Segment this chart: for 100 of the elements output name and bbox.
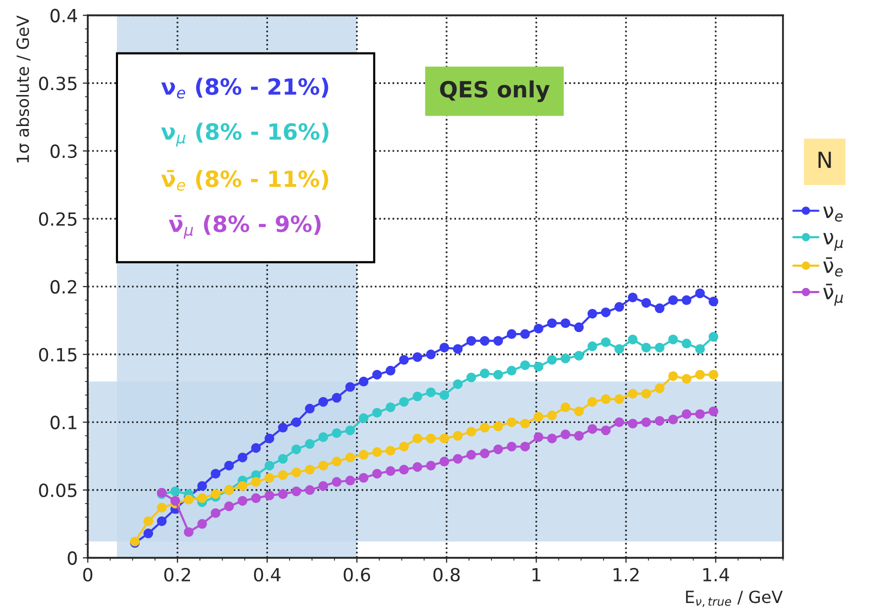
point (386, 366, 396, 376)
point (251, 477, 261, 487)
x-tick-label: 1.4 (703, 568, 730, 582)
y-tick-label: 0.35 (39, 76, 76, 90)
point (332, 477, 342, 487)
point (682, 374, 692, 384)
point (614, 302, 624, 312)
x-tick-label: 0.8 (433, 568, 460, 582)
point (304, 439, 315, 449)
point (426, 434, 436, 444)
point (143, 528, 154, 538)
point (708, 370, 718, 380)
point (547, 354, 557, 365)
point (197, 519, 207, 529)
annotation: ν$_{e}$ (8% - 21%) (161, 78, 328, 99)
y-tick-label: 0 (68, 551, 77, 565)
y-tick-label: 0.2 (50, 280, 76, 294)
point (197, 481, 207, 491)
point (345, 425, 356, 436)
point (439, 456, 450, 466)
point (641, 298, 652, 308)
point (184, 494, 194, 504)
point (452, 454, 463, 464)
legend-label: ν$_{e}$ (823, 206, 843, 222)
point (399, 354, 409, 365)
point (143, 516, 154, 526)
point (358, 472, 368, 483)
point (547, 434, 557, 444)
point (264, 490, 274, 500)
point (278, 422, 288, 432)
point (574, 350, 584, 361)
text: N (818, 152, 831, 168)
point (480, 336, 490, 346)
point (251, 443, 261, 453)
point (506, 329, 516, 339)
y-tick-label: 0.15 (39, 348, 76, 362)
point (238, 496, 248, 506)
point (560, 430, 570, 440)
legend-label: ν$_{μ}$ (823, 232, 844, 251)
point (358, 450, 368, 460)
point (695, 288, 705, 298)
point (534, 362, 544, 372)
x-tick-label: 0.6 (344, 568, 370, 582)
point (426, 460, 436, 470)
point (452, 379, 463, 390)
point (600, 394, 611, 404)
point (426, 350, 436, 360)
point (426, 388, 436, 398)
point (493, 336, 504, 346)
point (520, 329, 530, 339)
point (264, 434, 274, 444)
point (493, 444, 504, 454)
point (412, 462, 422, 472)
point (466, 336, 476, 346)
point (654, 383, 664, 394)
x-axis-title: E$_{ν,true}$ / GeV (686, 590, 783, 608)
point (547, 318, 557, 328)
point (466, 426, 476, 437)
point (466, 450, 476, 460)
point (304, 404, 315, 414)
point (547, 410, 557, 420)
point (452, 344, 463, 354)
point (386, 466, 396, 476)
point (506, 442, 516, 452)
y-axis-title: 1σ absolute / GeV (16, 15, 30, 162)
point (560, 402, 570, 412)
point (520, 360, 530, 370)
point (668, 414, 678, 424)
x-tick-label: 0 (83, 568, 92, 582)
point (399, 464, 409, 475)
point (682, 295, 692, 305)
point (156, 516, 167, 526)
point (668, 295, 678, 305)
point (654, 416, 664, 426)
point (318, 481, 328, 491)
point (628, 418, 638, 428)
point (278, 489, 288, 499)
point (386, 446, 396, 456)
point (520, 418, 530, 428)
point (587, 341, 598, 352)
point (587, 424, 598, 434)
point (600, 425, 611, 436)
point (682, 338, 692, 348)
point (291, 417, 302, 428)
point (372, 447, 382, 457)
annotation: ν̄$_{e}$ (8% - 11%) (161, 170, 328, 191)
point (480, 422, 490, 432)
point (224, 460, 234, 470)
point (534, 324, 544, 334)
y-tick-label: 0.1 (50, 416, 76, 430)
point (641, 417, 652, 428)
point (278, 470, 288, 480)
point (520, 442, 530, 452)
point (210, 468, 220, 479)
point (708, 406, 718, 416)
point (291, 468, 302, 478)
point (358, 376, 368, 386)
point (708, 332, 718, 342)
annotation: ν̄$_{μ}$ (8% - 9%) (168, 215, 321, 239)
point (304, 485, 315, 495)
